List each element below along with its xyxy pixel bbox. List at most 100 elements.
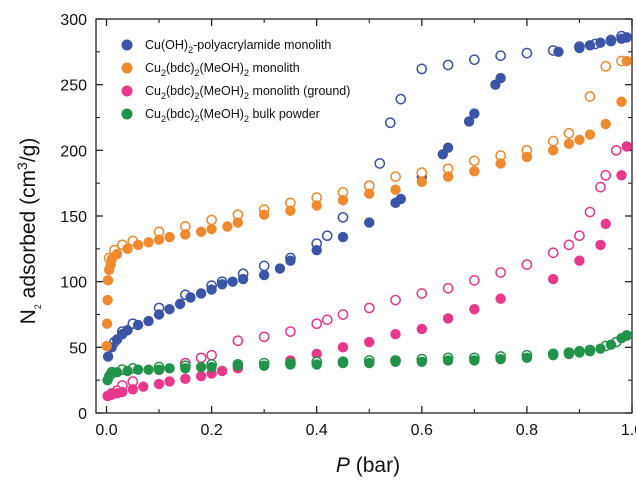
adsorption-point — [232, 217, 244, 228]
adsorption-point — [206, 284, 217, 295]
adsorption-point — [311, 348, 322, 360]
adsorption-point — [547, 273, 559, 285]
legend: Cu(OH)2-polyacrylamide monolithCu2(bdc)2… — [121, 38, 350, 124]
desorption-point — [321, 230, 333, 242]
y-axis-title-sup: 3 — [14, 162, 30, 170]
adsorption-point — [584, 40, 596, 51]
adsorption-point — [337, 357, 349, 369]
adsorption-point — [463, 116, 475, 127]
adsorption-point — [616, 96, 627, 107]
axes: 0.0 0.2 0.4 0.6 0.8 1.0 0 50 100 150 200 250 300 — [60, 12, 636, 439]
adsorption-point — [285, 255, 296, 266]
adsorption-point — [495, 353, 506, 365]
adsorption-point — [311, 200, 322, 211]
adsorption-point — [390, 356, 401, 367]
legend-label-part: Cu — [145, 107, 161, 121]
desorption-point — [374, 158, 386, 169]
adsorption-point — [258, 269, 270, 281]
legend-label-part: Cu — [145, 84, 161, 98]
adsorption-point — [206, 361, 217, 373]
adsorption-point — [132, 319, 144, 331]
adsorption-point — [395, 193, 406, 205]
adsorption-point — [605, 36, 617, 47]
adsorption-point — [563, 348, 575, 360]
adsorption-point — [616, 170, 627, 181]
y-tick-label: 150 — [60, 209, 87, 226]
x-axis-title-symbol: P — [336, 454, 350, 477]
adsorption-point — [185, 292, 196, 303]
adsorption-point — [553, 46, 564, 58]
adsorption-point — [153, 234, 165, 245]
legend-label-part: 2 — [161, 91, 166, 101]
adsorption-point — [122, 325, 133, 336]
y-axis-title-mid: adsorbed (cm — [17, 170, 40, 304]
legend-label-part: (MeOH) — [200, 84, 244, 98]
legend-label-part: (bdc) — [166, 107, 194, 121]
adsorption-point — [153, 309, 165, 320]
y-tick-label: 300 — [60, 12, 87, 29]
adsorption-point — [180, 363, 191, 374]
adsorption-point — [180, 229, 191, 240]
adsorption-point — [195, 371, 207, 382]
y-tick-label: 0 — [78, 406, 87, 423]
adsorption-point — [621, 55, 632, 67]
desorption-point — [595, 181, 606, 193]
adsorption-point — [153, 364, 165, 375]
desorption-point — [521, 47, 533, 59]
x-tick-label: 0.0 — [95, 422, 117, 439]
adsorption-point — [547, 145, 559, 156]
adsorption-point — [416, 176, 428, 188]
desorption-point — [258, 331, 270, 343]
y-axis-title-post: /g) — [17, 138, 40, 163]
desorption-point — [384, 117, 396, 129]
desorption-point — [390, 294, 401, 306]
desorption-point — [600, 169, 612, 181]
legend-label-part: 2 — [161, 68, 166, 78]
adsorption-point — [132, 364, 144, 375]
legend-label-part: (MeOH) — [200, 61, 244, 75]
adsorption-point — [227, 276, 238, 287]
desorption-point — [390, 171, 401, 182]
adsorption-point — [600, 218, 611, 230]
x-tick-label: 1.0 — [621, 422, 636, 439]
adsorption-point — [469, 166, 480, 177]
desorption-point — [574, 230, 585, 242]
adsorption-point — [164, 304, 175, 315]
adsorption-point — [574, 255, 585, 266]
series-cubdc-monolith — [101, 55, 632, 352]
y-tick-label: 100 — [60, 275, 87, 292]
adsorption-point — [521, 151, 533, 163]
adsorption-point — [132, 239, 144, 251]
desorption-point — [206, 214, 217, 226]
adsorption-point — [442, 355, 454, 366]
adsorption-point — [416, 356, 428, 367]
desorption-point — [258, 260, 270, 272]
adsorption-point — [442, 171, 454, 182]
adsorption-point — [469, 355, 480, 366]
adsorption-point — [195, 361, 207, 373]
adsorption-point — [364, 336, 375, 348]
adsorption-point — [122, 243, 133, 255]
legend-label: Cu(OH)2-polyacrylamide monolith — [145, 38, 331, 55]
legend-label-part: 2 — [194, 91, 199, 101]
adsorption-point — [285, 359, 296, 370]
desorption-point — [321, 314, 333, 326]
adsorption-point — [584, 346, 596, 357]
adsorption-point — [111, 248, 123, 260]
legend-label-part: (MeOH) — [200, 107, 244, 121]
adsorption-point — [621, 32, 632, 43]
adsorption-point — [285, 205, 296, 216]
desorption-point — [206, 349, 217, 361]
legend-label-part: (bdc) — [166, 84, 194, 98]
adsorption-point — [258, 209, 270, 220]
legend-label-part: bulk powder — [249, 107, 320, 121]
adsorption-point — [101, 318, 113, 329]
adsorption-point — [174, 298, 186, 310]
adsorption-point — [495, 72, 506, 84]
adsorption-point — [563, 138, 575, 149]
legend-label: Cu2(bdc)2(MeOH)2 monolith — [145, 61, 300, 78]
adsorption-point — [164, 376, 175, 387]
desorption-point — [337, 211, 349, 223]
adsorption-point — [164, 231, 175, 243]
adsorption-point — [164, 363, 175, 374]
